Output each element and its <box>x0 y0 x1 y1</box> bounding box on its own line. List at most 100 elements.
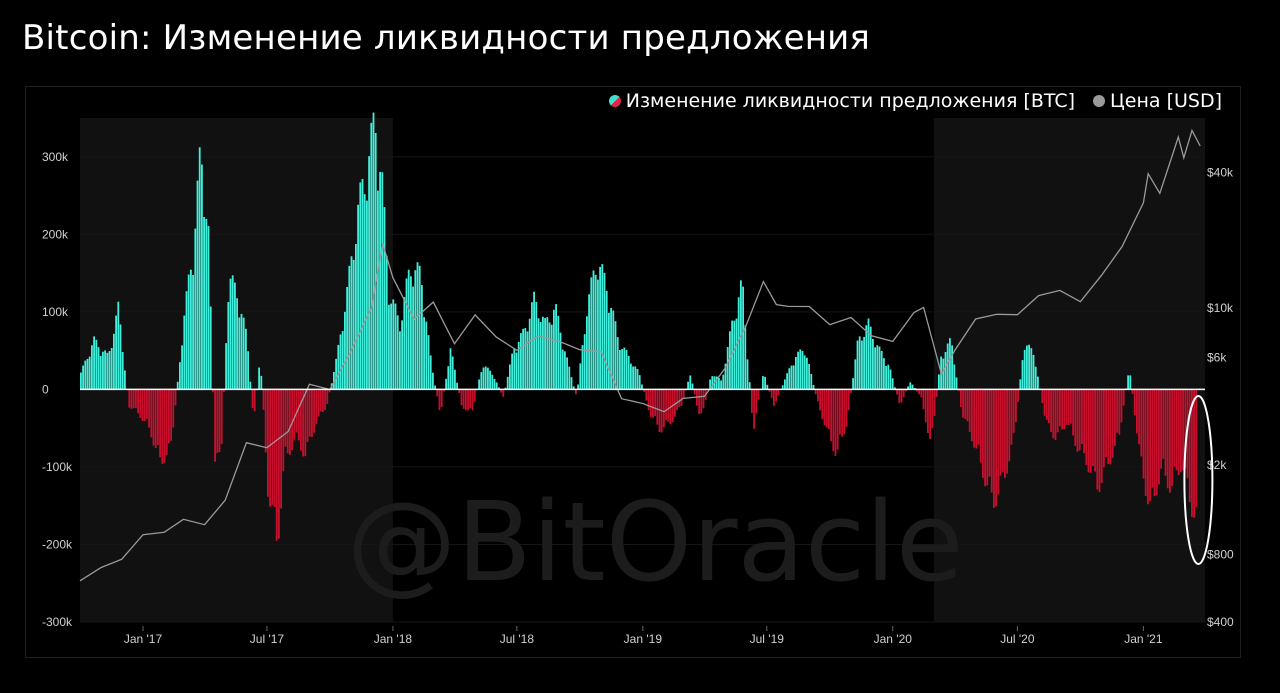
bar-368 <box>889 369 892 390</box>
bar-254 <box>638 375 641 390</box>
bar-375 <box>905 389 907 392</box>
bar-373 <box>900 389 903 403</box>
bar-1 <box>82 365 84 390</box>
bar-386 <box>929 389 931 439</box>
bar-87 <box>271 389 274 505</box>
bar-50 <box>190 269 192 390</box>
bar-65 <box>223 389 225 393</box>
bar-232 <box>590 277 593 390</box>
bar-109 <box>319 389 322 412</box>
bar-137 <box>381 172 384 390</box>
bar-174 <box>462 389 465 409</box>
left-tick-label: 200k <box>42 227 69 241</box>
bar-28 <box>141 389 144 422</box>
bar-413 <box>988 389 991 477</box>
price-line <box>79 128 1201 582</box>
shaded-period-1 <box>933 118 1205 622</box>
bar-256 <box>643 389 645 392</box>
left-tick-label: -200k <box>42 537 73 551</box>
bar-389 <box>935 389 938 397</box>
legend-item-liquidity[interactable]: Изменение ликвидности предложения [BTC] <box>608 90 1076 112</box>
bar-394 <box>946 343 949 390</box>
bar-312 <box>766 384 769 390</box>
bar-193 <box>504 387 507 390</box>
bar-172 <box>458 389 461 394</box>
bar-36 <box>159 389 161 458</box>
bar-498 <box>1175 389 1178 471</box>
bar-222 <box>568 366 571 390</box>
bar-151 <box>412 286 414 390</box>
bar-7 <box>95 339 98 390</box>
bar-294 <box>726 347 729 390</box>
bar-451 <box>1072 389 1074 436</box>
bar-415 <box>993 389 995 508</box>
bar-170 <box>454 369 456 390</box>
bar-426 <box>1017 389 1019 402</box>
bar-260 <box>652 389 654 418</box>
left-tick-label: 0 <box>42 382 49 396</box>
bar-320 <box>784 379 786 390</box>
bar-29 <box>143 389 146 422</box>
bar-90 <box>278 389 280 539</box>
bar-428 <box>1021 360 1024 390</box>
bar-267 <box>667 389 670 422</box>
bar-467 <box>1107 389 1110 465</box>
bar-35 <box>157 389 159 445</box>
bar-152 <box>414 270 417 390</box>
bar-388 <box>933 389 936 417</box>
bar-408 <box>977 389 980 445</box>
bar-315 <box>773 389 775 407</box>
bar-400 <box>960 389 962 408</box>
bar-434 <box>1034 366 1037 390</box>
bar-441 <box>1050 389 1052 433</box>
bar-347 <box>843 389 846 435</box>
bar-302 <box>744 325 747 390</box>
bar-422 <box>1008 389 1011 462</box>
x-tick-label: Jan '18 <box>374 632 413 646</box>
bar-48 <box>185 291 188 390</box>
bar-111 <box>324 389 326 410</box>
bar-146 <box>401 320 403 390</box>
bar-59 <box>209 306 212 390</box>
bar-132 <box>370 122 373 390</box>
bar-223 <box>570 377 573 390</box>
bar-98 <box>295 389 298 433</box>
bar-124 <box>352 259 355 390</box>
bar-56 <box>203 216 205 390</box>
bar-219 <box>561 349 564 390</box>
bar-70 <box>234 282 236 390</box>
bar-454 <box>1078 389 1081 451</box>
bar-432 <box>1030 348 1033 390</box>
bar-266 <box>665 389 667 421</box>
bar-340 <box>828 389 830 430</box>
bar-298 <box>735 318 738 390</box>
bar-376 <box>907 386 909 390</box>
bar-456 <box>1083 389 1085 454</box>
bar-186 <box>489 370 491 390</box>
bar-307 <box>755 389 758 414</box>
bar-491 <box>1160 389 1162 469</box>
bar-225 <box>575 389 577 395</box>
bar-360 <box>872 338 874 390</box>
bar-483 <box>1142 389 1145 479</box>
right-tick-label: $800 <box>1207 547 1234 561</box>
bar-466 <box>1105 389 1107 458</box>
bar-352 <box>854 359 857 390</box>
bar-175 <box>465 389 467 411</box>
legend-label-liquidity: Изменение ликвидности предложения [BTC] <box>625 90 1076 112</box>
bar-334 <box>814 389 817 395</box>
bar-72 <box>238 317 241 390</box>
bar-449 <box>1067 389 1070 425</box>
bar-433 <box>1032 354 1035 390</box>
bar-81 <box>258 367 260 390</box>
legend-item-price[interactable]: Цена [USD] <box>1093 90 1222 112</box>
bar-370 <box>894 387 896 390</box>
bar-8 <box>97 347 100 390</box>
bar-123 <box>350 256 353 390</box>
bar-314 <box>770 389 773 398</box>
bar-410 <box>982 389 984 478</box>
bar-133 <box>372 112 375 390</box>
bar-448 <box>1065 389 1068 425</box>
bar-447 <box>1063 389 1066 430</box>
bar-118 <box>339 334 342 390</box>
